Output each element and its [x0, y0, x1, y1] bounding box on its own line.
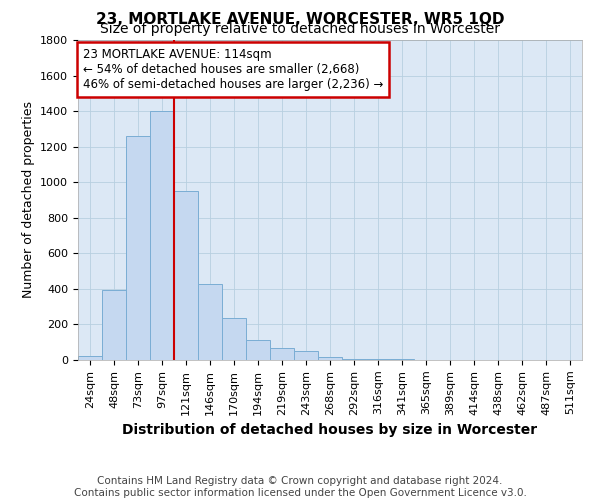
Bar [342, 358, 366, 360]
X-axis label: Distribution of detached houses by size in Worcester: Distribution of detached houses by size … [122, 423, 538, 437]
Y-axis label: Number of detached properties: Number of detached properties [22, 102, 35, 298]
Bar [318, 358, 342, 360]
Text: Size of property relative to detached houses in Worcester: Size of property relative to detached ho… [100, 22, 500, 36]
Bar [246, 340, 270, 360]
Bar [222, 318, 246, 360]
Text: 23, MORTLAKE AVENUE, WORCESTER, WR5 1QD: 23, MORTLAKE AVENUE, WORCESTER, WR5 1QD [96, 12, 504, 28]
Bar [174, 191, 198, 360]
Bar [366, 359, 390, 360]
Bar [78, 356, 102, 360]
Bar [102, 290, 126, 360]
Text: Contains HM Land Registry data © Crown copyright and database right 2024.
Contai: Contains HM Land Registry data © Crown c… [74, 476, 526, 498]
Bar [294, 352, 318, 360]
Text: 23 MORTLAKE AVENUE: 114sqm
← 54% of detached houses are smaller (2,668)
46% of s: 23 MORTLAKE AVENUE: 114sqm ← 54% of deta… [83, 48, 383, 91]
Bar [198, 284, 222, 360]
Bar [150, 111, 174, 360]
Bar [270, 348, 294, 360]
Bar [126, 136, 150, 360]
